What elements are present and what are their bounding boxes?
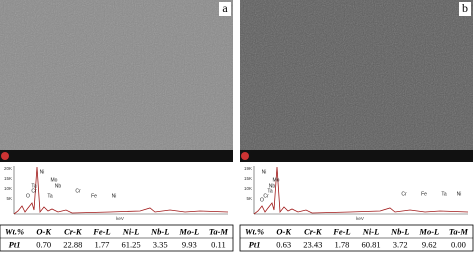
table-header: O-K — [276, 226, 292, 236]
table-header: Ta-M — [449, 226, 468, 236]
peak-label: Ta — [47, 193, 53, 199]
peak-label: Ta — [267, 188, 273, 194]
table-header: Cr-K — [304, 226, 323, 236]
table-cell: 23.43 — [303, 239, 322, 249]
table-header: Cr-K — [64, 226, 83, 236]
table-cell: Pt1 — [9, 239, 21, 249]
sem-texture — [0, 0, 233, 150]
y-tick-label: 5K — [246, 196, 252, 201]
table-cell: 1.78 — [335, 239, 350, 249]
logo — [241, 152, 249, 160]
table-header: Fe-L — [332, 226, 350, 236]
sem-texture — [240, 0, 473, 150]
table-header: Fe-L — [92, 226, 110, 236]
peak-label: Ni — [112, 193, 117, 199]
table-header: Wt.% — [5, 226, 24, 236]
info-bar — [0, 150, 233, 162]
table-header: Nb-L — [390, 226, 409, 236]
peak-label: Nb — [269, 183, 276, 189]
y-tick-label: 15K — [4, 176, 12, 181]
table-cell: 61.25 — [122, 239, 141, 249]
table-cell: 0.00 — [451, 239, 466, 249]
y-tick-label: 10K — [4, 186, 12, 191]
table-cell: 3.72 — [393, 239, 408, 249]
peak-label: O — [26, 193, 30, 199]
y-tick-label: 19K — [244, 166, 252, 171]
peak-label: Fe — [91, 193, 97, 199]
peak-label: Ta — [441, 191, 447, 197]
table-header: Mo-L — [418, 226, 439, 236]
peak-label: Ni — [457, 191, 462, 197]
panel-label-box — [219, 2, 231, 16]
peak-label: Fe — [421, 191, 427, 197]
panel-label: a — [222, 1, 228, 15]
peak-label: Mo — [51, 177, 58, 183]
y-tick-label: 20K — [4, 166, 12, 171]
table-cell: 60.81 — [362, 239, 381, 249]
table-cell: 3.35 — [153, 239, 168, 249]
table-cell: 1.77 — [95, 239, 110, 249]
x-axis-label: keV — [116, 216, 124, 221]
peak-label: O — [260, 197, 264, 203]
x-axis-label: keV — [356, 216, 364, 221]
table-header: Wt.% — [245, 226, 264, 236]
peak-label: Cr — [75, 188, 81, 194]
y-tick-label: 10K — [244, 186, 252, 191]
table-header: Ta-M — [209, 226, 228, 236]
y-tick-label: 5K — [6, 196, 12, 201]
table-cell: 0.63 — [276, 239, 291, 249]
peak-label: Ni — [40, 169, 45, 175]
peak-label: Nb — [55, 183, 62, 189]
table-header: Ni-L — [362, 226, 380, 236]
table-cell: 9.62 — [422, 239, 437, 249]
table-cell: 0.11 — [211, 239, 226, 249]
spectrum-curve — [13, 166, 229, 215]
y-tick-label: 15K — [244, 176, 252, 181]
logo — [1, 152, 9, 160]
table-cell: Pt1 — [249, 239, 261, 249]
peak-label: Cr — [31, 188, 37, 194]
spectrum-curve — [253, 166, 469, 215]
peak-label: Mo — [273, 177, 280, 183]
table-header: Mo-L — [178, 226, 199, 236]
panel-label-box — [459, 2, 471, 16]
peak-label: Cr — [263, 193, 269, 199]
peak-label: Ta — [31, 183, 37, 189]
table-header: O-K — [36, 226, 52, 236]
panel-label: b — [462, 1, 468, 15]
info-bar — [240, 150, 473, 162]
table-cell: 0.70 — [36, 239, 51, 249]
table-header: Nb-L — [150, 226, 169, 236]
peak-label: Ni — [262, 169, 267, 175]
table-header: Ni-L — [122, 226, 140, 236]
table-cell: 22.88 — [63, 239, 82, 249]
peak-label: Cr — [401, 191, 407, 197]
table-cell: 9.93 — [182, 239, 197, 249]
